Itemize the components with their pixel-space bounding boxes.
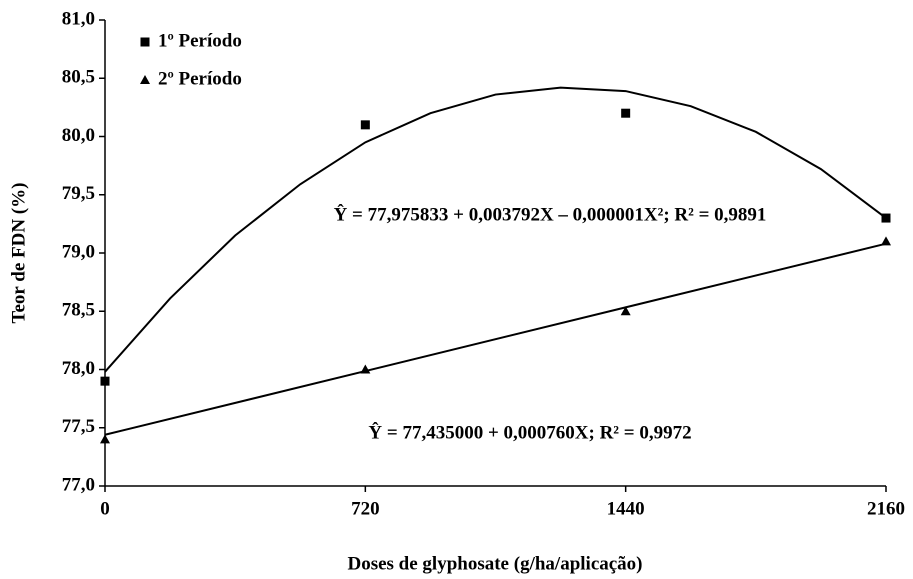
y-tick-label: 80,5 (62, 67, 95, 88)
fit-line (104, 86, 887, 373)
x-tick-label: 2160 (867, 498, 905, 519)
point (881, 236, 891, 246)
y-tick-label: 78,0 (62, 358, 95, 379)
x-tick-label: 720 (351, 498, 380, 519)
point (100, 376, 110, 386)
y-tick-label: 77,5 (62, 416, 95, 437)
point (100, 434, 110, 444)
legend-marker (140, 37, 150, 47)
y-tick-label: 77,0 (62, 474, 95, 495)
y-tick-label: 80,0 (62, 125, 95, 146)
point (360, 120, 370, 130)
fit-line (104, 242, 887, 436)
point (360, 364, 371, 374)
x-tick-label: 0 (100, 498, 110, 519)
legend-label: 2º Período (158, 68, 242, 89)
legend-marker (140, 75, 150, 84)
y-axis-label: Teor de FDN (%) (8, 183, 29, 324)
y-tick-label: 79,5 (62, 183, 95, 204)
x-tick-label: 1440 (607, 498, 645, 519)
point (620, 306, 631, 316)
y-tick-label: 78,5 (62, 300, 95, 321)
y-tick-label: 81,0 (62, 8, 95, 29)
y-tick-label: 79,0 (62, 241, 95, 262)
point (881, 213, 891, 223)
annotation: Ŷ = 77,435000 + 0,000760X; R² = 0,9972 (368, 421, 691, 443)
annotation: Ŷ = 77,975833 + 0,003792X – 0,000001X²; … (334, 203, 767, 225)
x-axis-label: Doses de glyphosate (g/ha/aplicação) (347, 553, 642, 574)
point (621, 108, 631, 118)
legend-label: 1º Período (158, 30, 242, 51)
